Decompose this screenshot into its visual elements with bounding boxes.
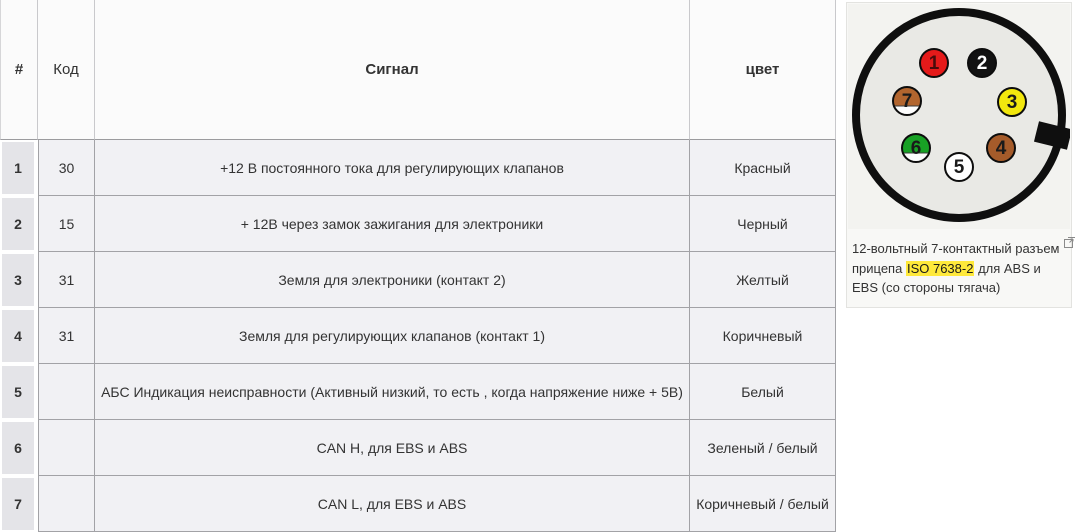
table-row: 4 31 Земля для регулирующих клапанов (конт… [0,308,836,364]
connector-pin-6: 6 [901,133,931,163]
row-number: 3 [2,254,34,306]
signal-cell: +12 В постоянного тока для регулирующих … [95,140,690,196]
column-header-number: # [0,0,38,140]
row-number-cell: 4 [0,308,38,364]
row-number: 1 [2,142,34,194]
color-cell: Красный [690,140,836,196]
code-cell: 15 [38,196,95,252]
signal-cell: Земля для электроники (контакт 2) [95,252,690,308]
code-cell: 30 [38,140,95,196]
color-cell: Желтый [690,252,836,308]
color-cell: Черный [690,196,836,252]
color-cell: Зеленый / белый [690,420,836,476]
signal-cell: CAN L, для EBS и ABS [95,476,690,532]
table-row: 5 АБС Индикация неисправности (Активный н… [0,364,836,420]
row-number: 2 [2,198,34,250]
color-cell: Коричневый / белый [690,476,836,532]
color-cell: Белый [690,364,836,420]
color-cell: Коричневый [690,308,836,364]
row-number-cell: 6 [0,420,38,476]
highlighted-standard-name: ISO 7638-2 [905,260,975,276]
signal-cell: Земля для регулирующих клапанов (контакт… [95,308,690,364]
connector-pin-7: 7 [892,86,922,116]
table-row: 2 15 + 12В через замок зажигания для элект… [0,196,836,252]
table-row: 1 30 +12 В постоянного тока для регулирующ… [0,140,836,196]
row-number: 5 [2,366,34,418]
row-number-cell: 1 [0,140,38,196]
connector-pin-1: 1 [919,48,949,78]
connector-body [852,8,1066,222]
signal-cell: CAN H, для EBS и ABS [95,420,690,476]
connector-caption: 12-вольтный 7-контактный разъем прицепа … [848,229,1075,306]
column-header-signal: Сигнал [95,0,690,140]
signal-cell: АБС Индикация неисправности (Активный ни… [95,364,690,420]
code-cell [38,476,95,532]
table-header-row: # Код Сигнал цвет [0,0,836,140]
row-number-cell: 7 [0,476,38,532]
row-number: 6 [2,422,34,474]
caption-text: 12-вольтный 7-контактный разъем [852,241,1060,257]
row-number-cell: 5 [0,364,38,420]
table-body: 1 30 +12 В постоянного тока для регулирующ… [0,140,836,532]
code-cell [38,420,95,476]
connector-pin-2: 2 [967,48,997,78]
column-header-color: цвет [690,0,836,140]
table-row: 3 31 Земля для электроники (контакт 2) Желт… [0,252,836,308]
column-header-code: Код [38,0,95,140]
table-row: 6 CAN H, для EBS и ABS Зеленый / белый [0,420,836,476]
row-number: 7 [2,478,34,530]
caption-text: для ABS и EBS (со стороны тягача) [852,260,1041,296]
caption-text: прицепа [852,260,906,276]
connector-pin-4: 4 [986,133,1016,163]
row-number: 4 [2,310,34,362]
row-number-cell: 2 [0,196,38,252]
code-cell: 31 [38,308,95,364]
popup-link-icon[interactable] [1063,234,1075,254]
pinout-table: # Код Сигнал цвет 1 30 +12 В постоянного т… [0,0,836,532]
connector-pin-3: 3 [997,87,1027,117]
code-cell: 31 [38,252,95,308]
table-row: 7 CAN L, для EBS и ABS Коричневый / белый [0,476,836,532]
code-cell [38,364,95,420]
connector-pin-5: 5 [944,152,974,182]
signal-cell: + 12В через замок зажигания для электрон… [95,196,690,252]
row-number-cell: 3 [0,252,38,308]
